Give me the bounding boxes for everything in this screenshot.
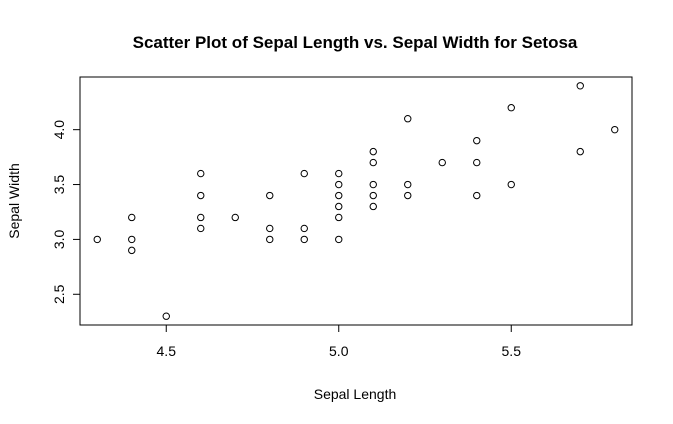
y-axis: 2.5 3.0 3.5 4.0 [51,120,81,304]
data-point [369,158,377,167]
data-point [335,169,343,178]
data-point [231,213,239,222]
data-point [369,180,377,189]
data-point [335,180,343,189]
data-point [266,224,274,233]
y-tick-label: 2.5 [51,284,67,304]
plot-frame [79,76,633,326]
data-point [300,224,308,233]
data-point [300,169,308,178]
data-point [369,147,377,156]
data-point [611,125,619,134]
data-point [162,312,170,320]
chart-title: Scatter Plot of Sepal Length vs. Sepal W… [133,33,578,52]
data-point [335,191,343,200]
data-point [128,246,136,255]
data-point [197,169,205,178]
data-point [93,235,101,244]
data-point [197,224,205,233]
y-tick-label: 3.0 [51,229,67,249]
data-point [507,180,515,189]
y-tick-label: 3.5 [51,175,67,195]
data-points [93,82,619,320]
y-axis-label: Sepal Width [6,163,22,238]
x-tick-label: 5.5 [502,343,522,359]
data-point [369,202,377,211]
data-point [576,82,584,90]
data-point [266,235,274,244]
data-point [266,191,274,200]
data-point [300,235,308,244]
x-axis: 4.5 5.0 5.5 [157,324,522,359]
data-point [404,114,412,123]
data-point [335,213,343,222]
data-point [404,180,412,189]
data-point [473,191,481,200]
y-tick-label: 4.0 [51,120,67,140]
data-point [438,158,446,167]
x-axis-label: Sepal Length [314,386,397,402]
data-point [335,235,343,244]
x-tick-label: 4.5 [157,343,177,359]
data-point [576,147,584,156]
x-tick-label: 5.0 [329,343,349,359]
data-point [473,158,481,167]
data-point [473,136,481,145]
data-point [197,191,205,200]
data-point [197,213,205,222]
data-point [128,235,136,244]
data-point [335,202,343,211]
data-point [369,191,377,200]
data-point [507,104,515,112]
data-point [128,213,136,222]
data-point [404,191,412,200]
